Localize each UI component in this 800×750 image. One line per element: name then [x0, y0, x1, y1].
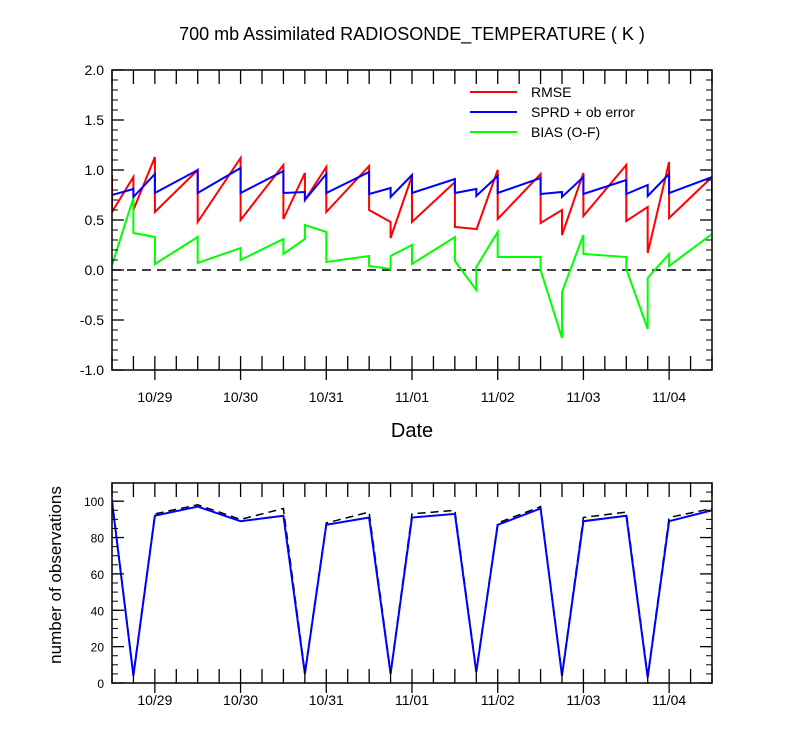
x-tick-label: 10/30: [223, 692, 258, 708]
x-tick-label: 11/04: [652, 692, 686, 708]
y-tick-label: 2.0: [85, 62, 105, 78]
series-group: [112, 154, 712, 339]
y-tick-label: 100: [84, 495, 104, 509]
series-line-rmse: [112, 154, 712, 254]
y-tick-label: 0.5: [85, 212, 105, 228]
legend-label: RMSE: [531, 84, 571, 100]
legend-label: BIAS (O-F): [531, 124, 600, 140]
x-tick-label: 10/31: [309, 389, 344, 405]
y-tick-label: 1.0: [85, 162, 105, 178]
x-tick-label: 11/01: [395, 389, 429, 405]
y-tick-label: 1.5: [85, 112, 105, 128]
y-tick-label: -0.5: [80, 312, 104, 328]
y-tick-label: 0.0: [85, 262, 105, 278]
x-tick-label: 11/02: [481, 389, 515, 405]
x-tick-label: 10/31: [309, 692, 344, 708]
x-tick-label: 10/30: [223, 389, 258, 405]
y-tick-label: 80: [91, 532, 105, 546]
y-tick-label: 0: [97, 677, 104, 691]
y-axis-label: number of observations: [46, 486, 65, 664]
x-axis-label: Date: [391, 420, 433, 442]
x-tick-label: 10/29: [137, 389, 172, 405]
series-line-blue: [112, 501, 712, 678]
y-tick-label: -1.0: [80, 362, 104, 378]
x-tick-label: 11/01: [395, 692, 429, 708]
series-group: [112, 499, 712, 678]
x-tick-label: 11/03: [566, 692, 600, 708]
top-chart: 700 mb Assimilated RADIOSONDE_TEMPERATUR…: [80, 24, 713, 442]
bottom-chart: 0 20 40 60 80 100 10/29 10/30 10/31 11/01 11/02 11/…: [46, 482, 713, 708]
series-line-sprd-ob-error: [112, 166, 712, 203]
y-tick-label: 40: [91, 604, 105, 618]
x-tick-label: 11/02: [481, 692, 515, 708]
x-tick-label: 11/03: [566, 389, 600, 405]
legend: RMSE SPRD + ob error BIAS (O-F): [470, 84, 635, 140]
legend-label: SPRD + ob error: [531, 104, 635, 120]
series-line-bias-o-f: [112, 197, 712, 339]
y-tick-label: 60: [91, 568, 105, 582]
x-tick-label: 10/29: [137, 692, 172, 708]
x-tick-label: 11/04: [652, 389, 686, 405]
series-line-dashed: [112, 499, 712, 676]
y-tick-label: 20: [91, 641, 105, 655]
chart-title: 700 mb Assimilated RADIOSONDE_TEMPERATUR…: [179, 24, 645, 45]
